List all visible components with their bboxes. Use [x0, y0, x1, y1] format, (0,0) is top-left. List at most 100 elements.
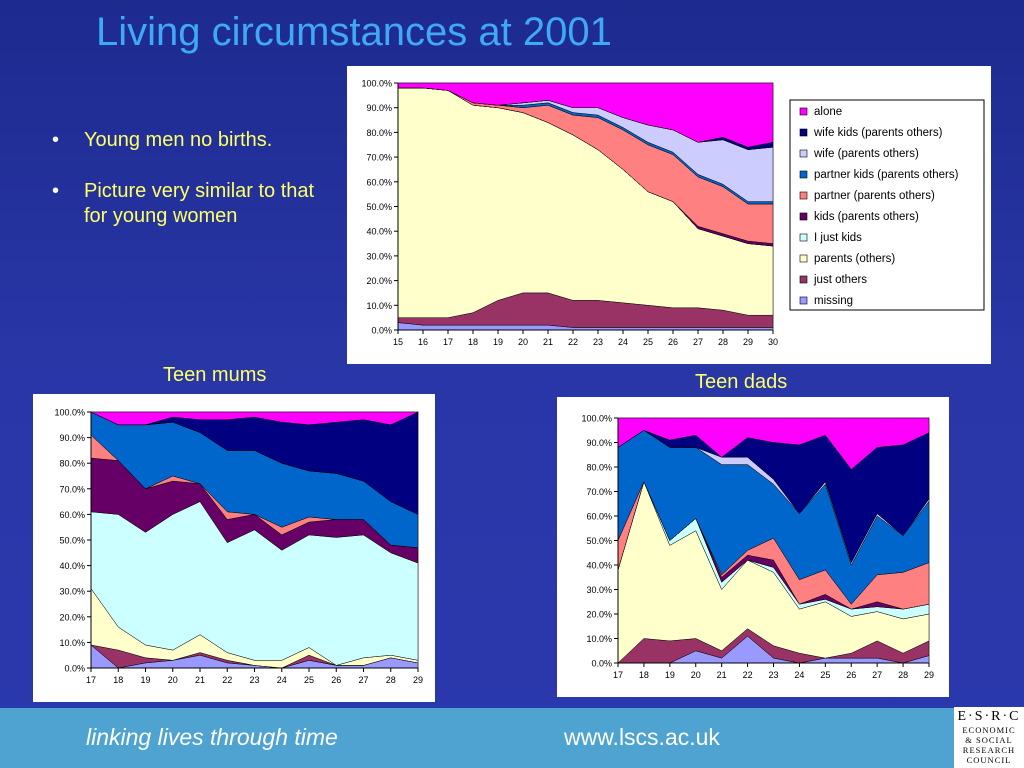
logo-line: ECONOMIC: [962, 725, 1016, 735]
y-tick-label: 40.0%: [586, 561, 612, 571]
main-chart-panel: 0.0% 10.0% 20.0% 30.0% 40.0% 50.0% 60.0% 70.0% 8…: [347, 66, 991, 364]
teen-mums-area-chart: 0.0% 10.0% 20.0% 30.0% 40.0% 50.0% 60.0% 70.0% 8…: [54, 408, 423, 686]
x-tick-label: 20: [168, 675, 178, 685]
x-tick-label: 28: [718, 337, 728, 347]
x-tick-label: 25: [304, 675, 314, 685]
y-tick-label: 20.0%: [366, 276, 392, 286]
x-tick-label: 22: [222, 675, 232, 685]
legend-swatch: [799, 233, 808, 242]
x-tick-label: 18: [468, 337, 478, 347]
y-tick-label: 10.0%: [59, 638, 85, 648]
x-tick-label: 20: [691, 670, 701, 680]
x-tick-label: 24: [618, 337, 628, 347]
y-tick-label: 100.0%: [54, 408, 85, 418]
x-tick-label: 24: [794, 670, 804, 680]
bullet-list: • Young men no births. • Picture very simi…: [52, 128, 342, 255]
teen-mums-caption: Teen mums: [163, 364, 267, 386]
y-tick-label: 0.0%: [371, 326, 392, 336]
x-tick-label: 28: [386, 675, 396, 685]
y-tick-label: 70.0%: [366, 153, 392, 163]
x-tick-label: 20: [518, 337, 528, 347]
legend-label: kids (parents others): [814, 211, 919, 223]
legend-swatch: [799, 170, 808, 179]
legend-label: missing: [814, 295, 853, 307]
y-tick-label: 50.0%: [59, 536, 85, 546]
y-tick-label: 90.0%: [586, 438, 612, 448]
logo-line: COUNCIL: [966, 755, 1012, 765]
x-tick-label: 27: [693, 337, 703, 347]
legend-label: partner (parents others): [814, 190, 935, 202]
teen-dads-area-chart: 0.0% 10.0% 20.0% 30.0% 40.0% 50.0% 60.0% 70.0% 8…: [581, 414, 934, 681]
bullet-text: Young men no births.: [84, 129, 273, 151]
y-tick-label: 30.0%: [366, 251, 392, 261]
bullet-item: • Young men no births.: [52, 128, 342, 153]
y-tick-label: 10.0%: [586, 634, 612, 644]
y-tick-label: 50.0%: [366, 202, 392, 212]
y-tick-label: 80.0%: [59, 459, 85, 469]
legend-box: [789, 99, 985, 311]
y-tick-label: 70.0%: [586, 487, 612, 497]
bullet-item: • Picture very similar to that for young …: [52, 179, 342, 229]
x-tick-label: 19: [140, 675, 150, 685]
legend-swatch: [799, 296, 808, 305]
series-area-alone: [397, 82, 774, 148]
x-tick-label: 24: [277, 675, 287, 685]
x-tick-label: 17: [613, 670, 623, 680]
y-tick-label: 60.0%: [59, 510, 85, 520]
x-tick-label: 27: [872, 670, 882, 680]
legend-swatch: [799, 212, 808, 221]
legend-swatch: [799, 128, 808, 137]
y-tick-label: 50.0%: [586, 536, 612, 546]
logo-initials: E·S·R·C: [957, 709, 1021, 724]
legend-swatch: [799, 191, 808, 200]
x-tick-label: 21: [543, 337, 553, 347]
main-area-chart: 0.0% 10.0% 20.0% 30.0% 40.0% 50.0% 60.0% 70.0% 8…: [361, 79, 985, 347]
y-tick-label: 30.0%: [59, 587, 85, 597]
legend-label: alone: [814, 106, 842, 118]
x-tick-label: 19: [493, 337, 503, 347]
x-tick-label: 26: [668, 337, 678, 347]
legend-label: I just kids: [814, 232, 862, 244]
y-tick-label: 80.0%: [586, 463, 612, 473]
y-tick-label: 60.0%: [586, 512, 612, 522]
y-tick-label: 80.0%: [366, 128, 392, 138]
logo-line: RESEARCH: [962, 745, 1016, 755]
x-tick-label: 29: [743, 337, 753, 347]
x-tick-label: 26: [846, 670, 856, 680]
series-area-alone: [90, 411, 419, 426]
x-tick-label: 29: [413, 675, 423, 685]
x-tick-label: 25: [820, 670, 830, 680]
y-tick-label: 90.0%: [59, 433, 85, 443]
legend-label: wife kids (parents others): [813, 127, 943, 139]
legend-swatch: [799, 107, 808, 116]
series-area-alone: [617, 417, 930, 470]
legend-label: partner kids (parents others): [814, 169, 959, 181]
x-tick-label: 16: [418, 337, 428, 347]
footer-url[interactable]: www.lscs.ac.uk: [564, 724, 720, 750]
y-tick-label: 20.0%: [59, 612, 85, 622]
x-tick-label: 27: [358, 675, 368, 685]
y-tick-label: 90.0%: [366, 103, 392, 113]
x-tick-label: 23: [249, 675, 259, 685]
bullet-text: Picture very similar to that for young w…: [84, 180, 315, 227]
x-tick-label: 23: [768, 670, 778, 680]
legend-label: parents (others): [814, 253, 895, 265]
x-tick-label: 22: [568, 337, 578, 347]
y-tick-label: 100.0%: [581, 414, 612, 424]
x-tick-label: 17: [443, 337, 453, 347]
x-tick-label: 18: [113, 675, 123, 685]
x-tick-label: 25: [643, 337, 653, 347]
footer-tagline: linking lives through time: [86, 724, 338, 750]
x-tick-label: 30: [768, 337, 778, 347]
y-tick-label: 10.0%: [366, 301, 392, 311]
y-tick-label: 40.0%: [366, 227, 392, 237]
x-tick-label: 21: [195, 675, 205, 685]
x-tick-label: 29: [924, 670, 934, 680]
y-tick-label: 0.0%: [591, 659, 612, 669]
teen-mums-chart-panel: 0.0% 10.0% 20.0% 30.0% 40.0% 50.0% 60.0% 70.0% 8…: [33, 394, 435, 702]
y-tick-label: 30.0%: [586, 585, 612, 595]
x-tick-label: 26: [331, 675, 341, 685]
legend-label: wife (parents others): [813, 148, 919, 160]
y-tick-label: 40.0%: [59, 561, 85, 571]
x-tick-label: 18: [639, 670, 649, 680]
